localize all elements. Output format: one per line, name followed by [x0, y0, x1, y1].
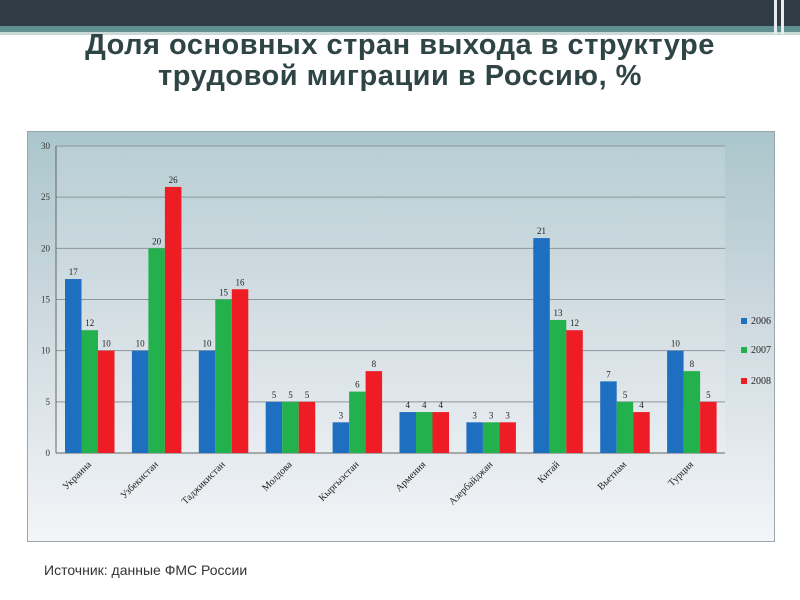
category-label: Китай — [536, 459, 563, 486]
bar-2007 — [81, 330, 98, 453]
data-label: 10 — [671, 339, 681, 349]
bar-2007 — [683, 371, 701, 453]
bar-2008 — [432, 412, 449, 453]
data-label: 16 — [236, 277, 246, 287]
data-label: 5 — [706, 390, 711, 400]
data-label: 26 — [169, 175, 179, 185]
y-tick-label: 25 — [41, 192, 51, 202]
data-label: 8 — [372, 359, 377, 369]
bar-2008 — [365, 371, 383, 453]
bar-2007 — [215, 299, 232, 453]
category-label: Молдова — [260, 459, 295, 494]
bar-chart: 0 5 10 15 20 25 30 17 12 10 Украина 10 20 26 Узбекиста… — [41, 141, 771, 508]
bar-2008 — [499, 422, 516, 453]
data-label: 4 — [639, 400, 644, 410]
data-label: 12 — [85, 318, 94, 328]
y-tick-label: 10 — [41, 346, 51, 356]
header-band — [0, 0, 800, 26]
legend-label: 2006 — [751, 316, 771, 327]
data-label: 5 — [623, 390, 628, 400]
y-tick-label: 30 — [41, 141, 51, 151]
data-label: 5 — [272, 390, 277, 400]
data-label: 5 — [288, 390, 293, 400]
bar-2008 — [98, 350, 115, 453]
data-label: 8 — [690, 359, 695, 369]
legend-label: 2007 — [751, 345, 771, 356]
bar-2006 — [667, 350, 684, 453]
slide-title: Доля основных стран выхода в структуре т… — [85, 29, 715, 92]
legend-swatch — [741, 318, 747, 324]
data-label: 10 — [102, 339, 112, 349]
bar-2007 — [282, 401, 299, 453]
header-accent-line — [0, 26, 800, 32]
data-label: 4 — [439, 400, 444, 410]
bar-2007 — [482, 422, 500, 453]
legend-swatch — [741, 347, 747, 353]
data-label: 4 — [406, 400, 411, 410]
bar-2006 — [533, 238, 550, 453]
data-label: 6 — [355, 380, 360, 390]
y-tick-label: 15 — [41, 295, 51, 305]
category-label: Азербайджан — [447, 459, 496, 508]
category-label: Турция — [666, 459, 696, 489]
data-label: 3 — [339, 410, 344, 420]
category-label: Армения — [394, 459, 429, 494]
category-label: Украина — [61, 459, 94, 492]
category-label: Узбекистан — [119, 459, 162, 502]
data-label: 5 — [305, 390, 310, 400]
category-label: Вьетнам — [596, 459, 630, 493]
legend-label: 2008 — [751, 376, 771, 387]
data-label: 13 — [554, 308, 564, 318]
data-label: 10 — [203, 339, 213, 349]
bar-2008 — [633, 412, 650, 453]
bar-2007 — [549, 319, 567, 453]
data-label: 3 — [505, 410, 510, 420]
bar-2006 — [131, 350, 149, 453]
header-accent-line-light — [0, 32, 800, 35]
bar-2006 — [198, 350, 216, 453]
legend-swatch — [741, 378, 747, 384]
data-label: 17 — [69, 267, 79, 277]
source-note: Источник: данные ФМС России — [44, 562, 248, 578]
bar-2006 — [265, 401, 283, 453]
bar-2007 — [616, 401, 634, 453]
header-corner-mark — [774, 0, 777, 34]
bar-2008 — [164, 186, 182, 453]
data-label: 4 — [422, 400, 427, 410]
data-label: 20 — [152, 236, 162, 246]
data-label: 12 — [570, 318, 579, 328]
category-label: Кыргызстан — [317, 459, 362, 504]
y-tick-label: 0 — [46, 448, 51, 458]
bar-2006 — [65, 279, 82, 453]
bar-2006 — [600, 381, 617, 453]
category-label: Таджикистан — [180, 459, 228, 507]
data-label: 3 — [489, 410, 494, 420]
data-label: 3 — [472, 410, 477, 420]
header-corner-mark — [781, 0, 784, 34]
chart-area: 0 5 10 15 20 25 30 17 12 10 Украина 10 20 26 Узбекиста… — [27, 131, 775, 542]
bar-2007 — [416, 412, 433, 453]
data-label: 21 — [537, 226, 546, 236]
y-tick-label: 5 — [46, 397, 51, 407]
bar-2008 — [700, 401, 717, 453]
bar-2007 — [148, 248, 165, 453]
bar-2006 — [399, 412, 416, 453]
bar-2008 — [566, 330, 583, 453]
bar-2007 — [349, 391, 366, 453]
bar-2006 — [332, 422, 350, 453]
bar-2008 — [231, 289, 249, 453]
data-label: 7 — [606, 369, 611, 379]
bar-2008 — [298, 401, 316, 453]
bar-2006 — [466, 422, 483, 453]
data-label: 10 — [136, 339, 146, 349]
data-label: 15 — [219, 288, 229, 298]
y-tick-label: 20 — [41, 243, 51, 253]
